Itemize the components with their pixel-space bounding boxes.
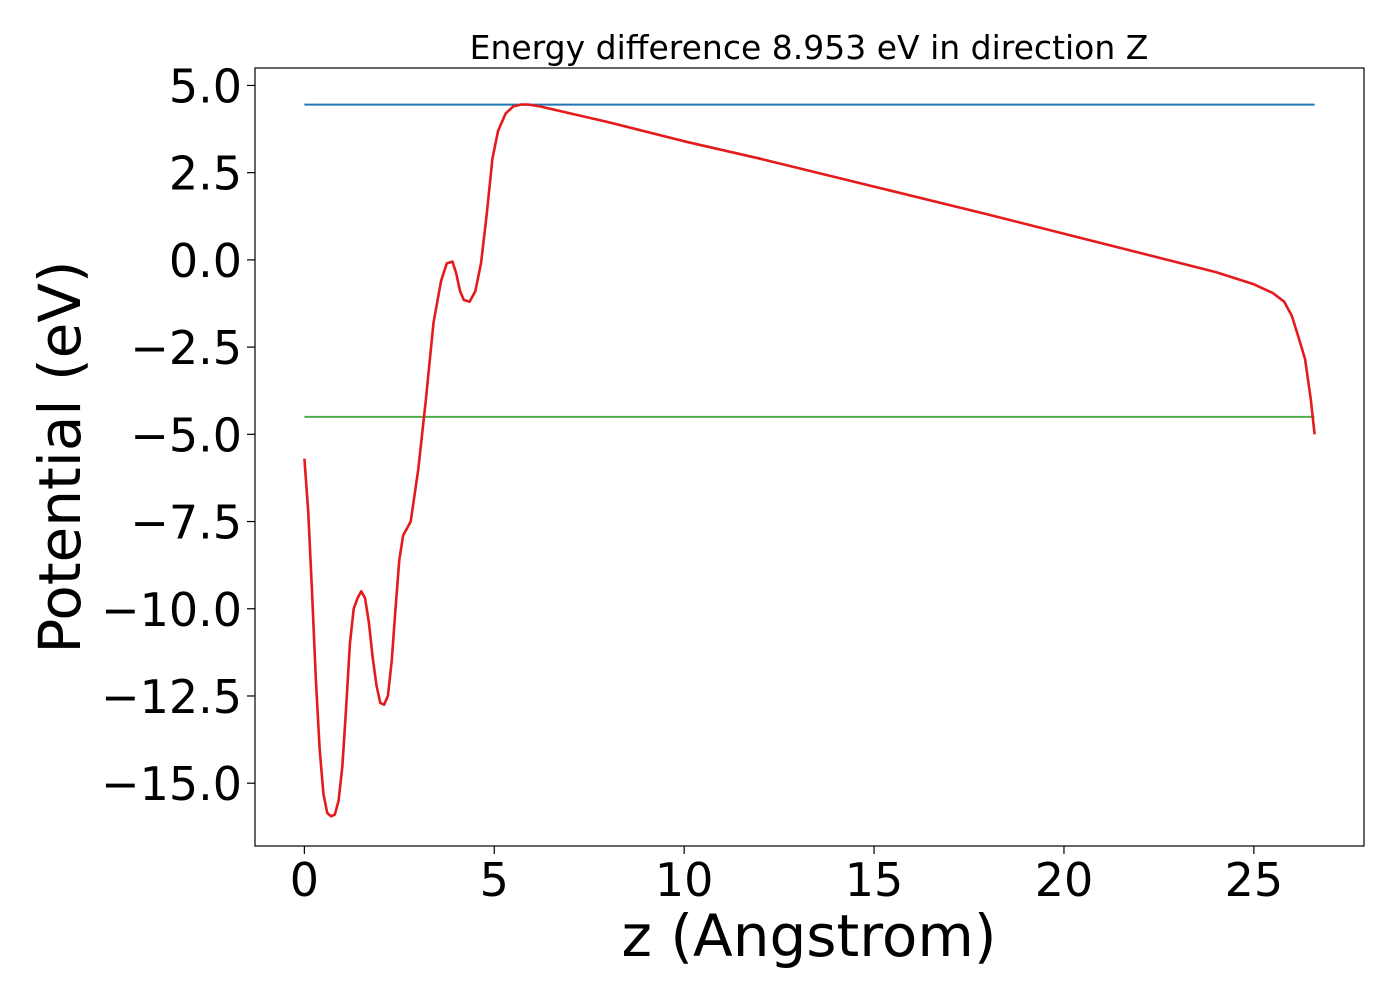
axes-frame bbox=[254, 67, 1365, 847]
y-tick-label: −12.5 bbox=[101, 670, 242, 724]
y-tick-label: −10.0 bbox=[101, 583, 242, 637]
y-tick-label: −15.0 bbox=[101, 757, 242, 811]
y-tick-label: 0.0 bbox=[169, 234, 242, 288]
x-tick-label: 25 bbox=[1225, 853, 1284, 907]
chart-title: Energy difference 8.953 eV in direction … bbox=[470, 28, 1149, 67]
x-tick-label: 10 bbox=[655, 853, 714, 907]
y-tick-label: −2.5 bbox=[130, 321, 242, 375]
y-tick-label: −5.0 bbox=[130, 408, 242, 462]
y-tick-label: 5.0 bbox=[169, 59, 242, 113]
x-tick-label: 5 bbox=[480, 853, 509, 907]
y-tick-label: −7.5 bbox=[130, 496, 242, 550]
x-axis-label: z (Angstrom) bbox=[622, 902, 997, 970]
x-tick-label: 15 bbox=[845, 853, 904, 907]
y-axis-label: Potential (eV) bbox=[26, 260, 94, 653]
x-axis-ticks: 0 5 10 15 20 25 bbox=[290, 846, 1283, 907]
potential-line bbox=[303, 103, 1316, 818]
y-axis-ticks: 5.0 2.5 0.0 −2.5 −5.0 −7.5 −10.0 −12.5 −15.0 bbox=[101, 59, 255, 811]
plot-area bbox=[303, 103, 1316, 818]
x-tick-label: 0 bbox=[290, 853, 319, 907]
x-tick-label: 20 bbox=[1035, 853, 1094, 907]
y-tick-label: 2.5 bbox=[169, 147, 242, 201]
